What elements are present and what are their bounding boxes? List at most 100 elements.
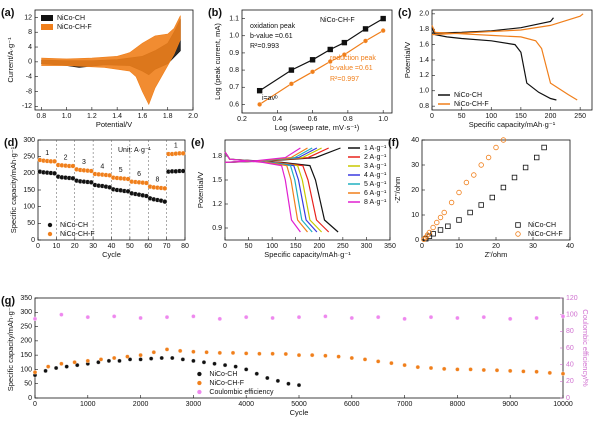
series-line <box>41 15 181 106</box>
data-point <box>448 199 455 206</box>
rate-label: 2 <box>64 155 68 162</box>
data-point <box>296 352 302 358</box>
data-point <box>204 350 209 355</box>
y-tick-label: 0 <box>28 395 32 402</box>
data-point <box>286 381 291 386</box>
panel-label: (d) <box>4 137 18 149</box>
x-tick-label: 0 <box>36 243 40 250</box>
data-point <box>327 59 333 64</box>
x-tick-label: 0 <box>420 243 424 250</box>
data-point <box>59 312 64 317</box>
legend-label: NiCo-CH-F <box>454 101 489 108</box>
data-point <box>455 315 460 321</box>
data-point <box>265 375 270 381</box>
x-tick-label: 2000 <box>133 401 149 408</box>
legend-marker <box>515 231 521 237</box>
y-tick-label: 200 <box>23 170 35 177</box>
legend-label: 6 A·g⁻¹ <box>364 190 387 197</box>
data-point <box>455 367 460 372</box>
series-line <box>224 147 301 233</box>
data-point <box>341 39 348 46</box>
x-tick-label: 7000 <box>397 401 413 408</box>
data-point <box>310 352 315 358</box>
data-point <box>180 150 186 156</box>
x-tick-label: 80 <box>181 243 189 250</box>
data-point <box>441 209 447 216</box>
y-axis-label: Current/A·g⁻¹ <box>6 37 15 83</box>
y2-tick-label: 60 <box>566 345 574 352</box>
data-point <box>164 347 170 352</box>
data-point <box>256 87 263 94</box>
y-tick-label: 150 <box>23 187 35 194</box>
x-tick-label: 0.8 <box>36 113 46 120</box>
data-point <box>52 158 57 164</box>
y-tick-label: 300 <box>20 309 32 316</box>
x-axis-label: Z'/ohm <box>485 250 508 259</box>
data-point <box>463 179 470 186</box>
y2-tick-label: 120 <box>566 295 578 302</box>
plot-frame <box>224 139 391 241</box>
y-tick-label: -12 <box>22 103 32 110</box>
x-tick-label: 9000 <box>502 401 518 408</box>
x-tick-label: 4000 <box>238 401 254 408</box>
data-point <box>52 170 57 176</box>
y-tick-label: 4 <box>28 44 32 51</box>
annotation: b-value =0.61 <box>330 65 373 72</box>
data-point <box>445 223 451 229</box>
y-tick-label: 1.0 <box>419 88 429 95</box>
data-point <box>257 351 262 356</box>
x-tick-label: 1.0 <box>62 113 72 120</box>
y-tick-label: 100 <box>20 366 32 373</box>
panel-label: (e) <box>191 137 205 149</box>
x-axis-label: Cycle <box>290 408 309 417</box>
data-point <box>430 231 436 237</box>
y-tick-label: 0.9 <box>229 50 239 57</box>
legend-label: NiCo-CH <box>528 222 556 229</box>
x-tick-label: 1.6 <box>138 113 148 120</box>
data-point <box>191 358 196 364</box>
x-tick-label: 20 <box>492 243 500 250</box>
data-point <box>233 364 238 369</box>
data-point <box>309 57 316 63</box>
annotation: R²=0.993 <box>250 43 279 50</box>
legend-swatch <box>41 24 53 30</box>
legend-label: 5 A·g⁻¹ <box>364 181 387 188</box>
data-point <box>456 189 462 196</box>
y-tick-label: 0 <box>31 237 35 244</box>
y-tick-label: 1.1 <box>229 15 239 22</box>
y-tick-label: 40 <box>411 137 419 144</box>
rate-label: 4 <box>100 164 104 171</box>
data-point <box>244 367 249 372</box>
x-tick-label: 150 <box>290 243 302 250</box>
data-point <box>547 370 552 376</box>
data-point <box>149 356 154 361</box>
rate-label: 3 <box>82 159 86 166</box>
data-point <box>508 368 513 374</box>
data-point <box>164 315 170 320</box>
plot-frame <box>241 9 393 114</box>
y-tick-label: 50 <box>24 381 32 388</box>
rate-label: 1 <box>174 143 178 150</box>
y-tick-label: 250 <box>23 154 35 161</box>
data-point <box>349 355 354 361</box>
x-tick-label: 0.6 <box>308 116 318 123</box>
legend-marker <box>515 222 521 228</box>
data-point <box>217 316 222 321</box>
legend-label: Coulombic efficiency <box>209 389 274 396</box>
legend-label: NiCo-CH <box>454 92 482 99</box>
legend-label: NiCo-CH <box>209 371 237 378</box>
legend-label: NiCo-CH-F <box>528 231 563 238</box>
data-point <box>178 348 183 354</box>
legend-label: 8 A·g⁻¹ <box>364 199 387 206</box>
y-tick-label: 1.8 <box>419 26 429 33</box>
x-tick-label: 40 <box>108 243 116 250</box>
data-point <box>534 369 539 374</box>
data-point <box>323 314 328 319</box>
data-point <box>72 360 77 365</box>
y-tick-label: 12 <box>24 14 32 21</box>
y-tick-label: 150 <box>20 352 32 359</box>
data-point <box>159 355 164 361</box>
y-tick-label: 350 <box>20 295 32 302</box>
data-point <box>434 219 440 226</box>
